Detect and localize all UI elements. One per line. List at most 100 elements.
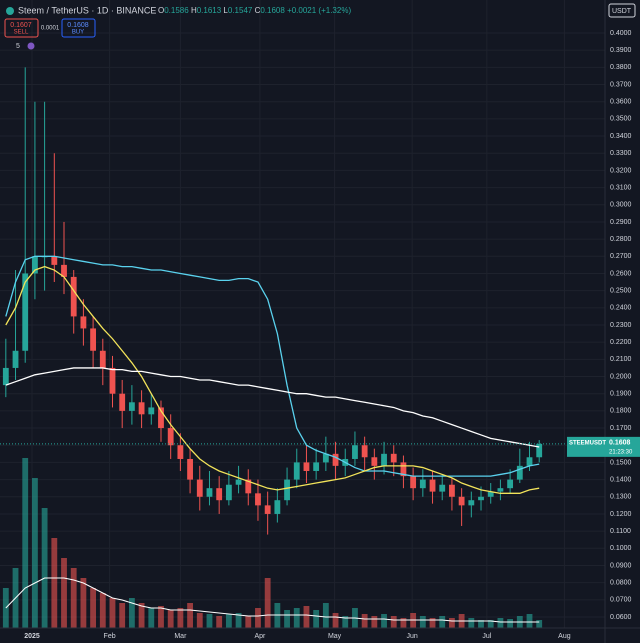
- candle-body: [516, 465, 523, 480]
- candle-body: [51, 256, 58, 265]
- price-tag-symbol: STEEMUSDT: [569, 440, 606, 446]
- volume-bar: [206, 614, 213, 628]
- sell-button[interactable]: [4, 18, 39, 38]
- y-tick-label: 0.2100: [610, 356, 632, 363]
- candle-body: [497, 488, 504, 492]
- y-tick-label: 0.0700: [610, 597, 632, 604]
- y-tick-label: 0.1200: [610, 511, 632, 518]
- candle-body: [536, 443, 543, 458]
- x-tick-label: May: [328, 633, 342, 640]
- candle-body: [70, 276, 77, 317]
- candle-body: [245, 479, 252, 494]
- volume-bar: [487, 620, 494, 628]
- x-tick-label: Feb: [104, 633, 116, 640]
- moving-average: [5, 367, 540, 448]
- candle-body: [109, 367, 116, 394]
- candle-body: [381, 453, 387, 466]
- volume-bar: [51, 538, 58, 628]
- candle-body: [148, 407, 155, 415]
- volume-bar: [119, 603, 126, 628]
- volume-bar: [225, 614, 232, 628]
- volume-bar: [128, 598, 135, 628]
- y-tick-label: 0.1800: [610, 408, 632, 415]
- volume-bar: [80, 578, 87, 628]
- currency-box[interactable]: [608, 3, 636, 18]
- candle-body: [419, 479, 426, 489]
- y-tick-label: 0.3200: [610, 167, 632, 174]
- x-tick-label: Aug: [558, 633, 571, 640]
- candle-body: [187, 458, 193, 480]
- volume-bar: [109, 598, 116, 628]
- candle-body: [225, 484, 232, 501]
- volume-bar: [41, 508, 48, 628]
- candle-body: [449, 484, 455, 497]
- buy-price: 0.1608: [67, 22, 89, 29]
- volume-bar: [342, 616, 349, 628]
- candle-body: [206, 488, 213, 497]
- candle-body: [274, 500, 281, 514]
- indicator-count[interactable]: 5: [16, 43, 20, 50]
- y-tick-label: 0.1500: [610, 459, 632, 466]
- y-tick-label: 0.1900: [610, 391, 632, 398]
- volume-bar: [361, 614, 368, 628]
- volume-bar: [32, 478, 38, 628]
- volume-bar: [303, 606, 310, 628]
- y-tick-label: 0.2900: [610, 219, 632, 226]
- candle-body: [99, 350, 106, 368]
- candle-body: [478, 496, 484, 501]
- candle-body: [255, 493, 261, 506]
- moving-average: [5, 255, 540, 477]
- y-tick-label: 0.3900: [610, 47, 632, 54]
- volume-bar: [449, 618, 455, 628]
- volume-bar: [61, 558, 67, 628]
- price-tag: [567, 436, 640, 457]
- candle-body: [196, 479, 203, 497]
- volume-bar: [177, 608, 184, 628]
- y-tick-label: 0.0900: [610, 562, 632, 569]
- symbol-icon: [6, 7, 14, 15]
- volume-bar: [429, 618, 436, 628]
- candle-body: [303, 462, 310, 472]
- y-tick-label: 0.4000: [610, 30, 632, 37]
- candle-body: [2, 367, 9, 386]
- volume-bar: [332, 613, 339, 628]
- volume-bar: [148, 608, 155, 628]
- volume-bar: [536, 620, 543, 628]
- y-tick-label: 0.2400: [610, 305, 632, 312]
- volume-bar: [90, 588, 97, 628]
- volume-bar: [313, 610, 320, 628]
- y-tick-label: 0.1400: [610, 476, 632, 483]
- x-tick-label: Jun: [407, 633, 418, 640]
- y-tick-label: 0.0600: [610, 614, 632, 621]
- volume-bar: [255, 608, 261, 628]
- candle-body: [526, 457, 533, 466]
- volume-bar: [478, 620, 484, 628]
- candle-body: [167, 428, 174, 446]
- y-tick-label: 0.3300: [610, 150, 632, 157]
- sell-price: 0.1607: [10, 22, 32, 29]
- candle-body: [158, 407, 164, 429]
- volume-bar: [284, 610, 290, 628]
- y-tick-label: 0.1300: [610, 494, 632, 501]
- y-tick-label: 0.3400: [610, 133, 632, 140]
- x-tick-label: Apr: [254, 633, 266, 640]
- volume-bar: [381, 614, 387, 628]
- volume-bar: [293, 608, 300, 628]
- volume-bar: [322, 603, 329, 628]
- volume-bar: [138, 603, 145, 628]
- candle-body: [429, 479, 436, 492]
- candle-body: [119, 393, 126, 411]
- volume-bar: [390, 616, 397, 628]
- x-tick-label: 2025: [24, 633, 40, 640]
- candle-body: [12, 350, 19, 368]
- candle-body: [458, 496, 465, 506]
- candle-body: [468, 500, 475, 506]
- y-tick-label: 0.2600: [610, 270, 632, 277]
- y-tick-label: 0.0800: [610, 579, 632, 586]
- candle-body: [322, 453, 329, 463]
- buy-button[interactable]: [61, 18, 96, 38]
- volume-bar: [507, 619, 514, 628]
- volume-bar: [187, 603, 193, 628]
- volume-bar: [468, 618, 475, 628]
